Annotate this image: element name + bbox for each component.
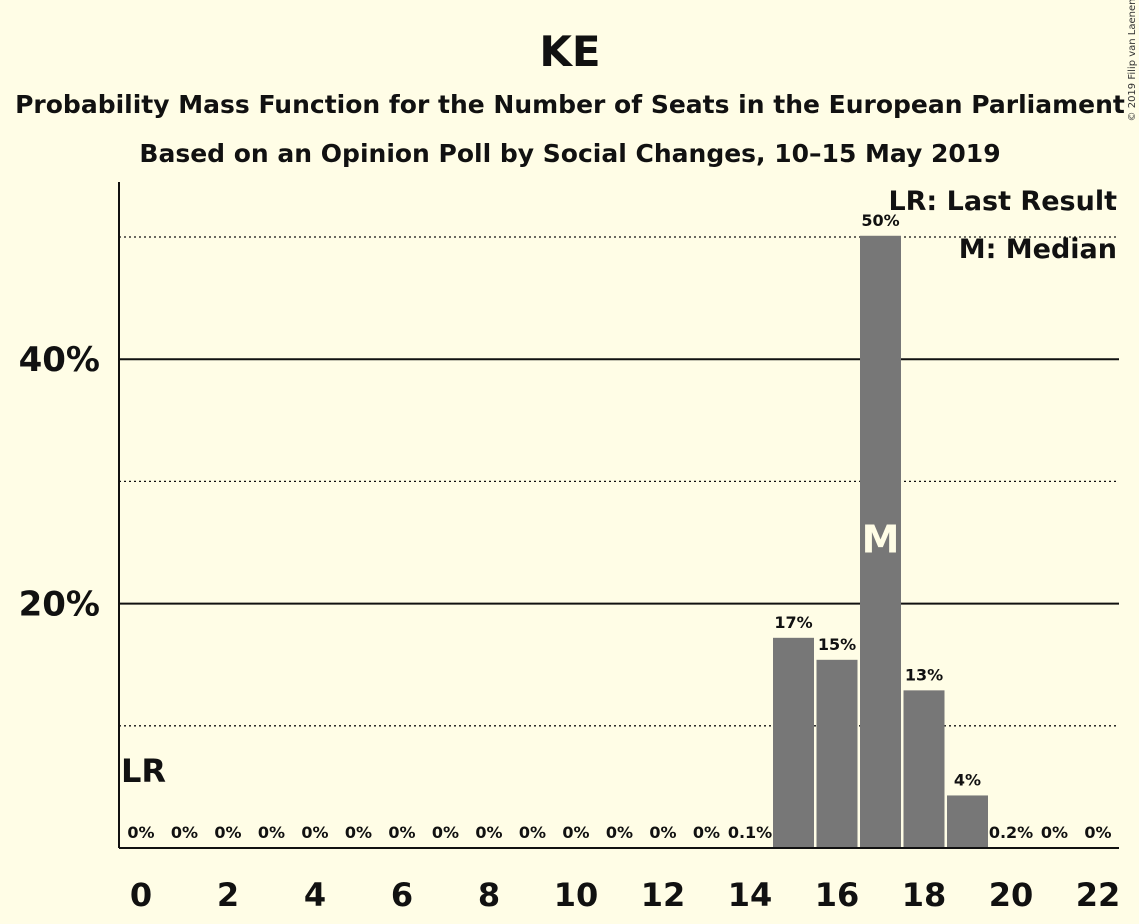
data-labels: 0% 0% 0% 0% 0% 0% 0% 0% 0% 0% 0% 0% 0% 0% 0.1% 17% 15% 50… bbox=[121, 211, 1112, 842]
data-label-9: 0% bbox=[519, 823, 546, 842]
data-label-19: 4% bbox=[954, 770, 981, 789]
copyright-note: © 2019 Filip van Laenen bbox=[1127, 0, 1138, 121]
data-label-6: 0% bbox=[388, 823, 415, 842]
y-tick-20: 20% bbox=[19, 585, 100, 625]
x-tick-6: 6 bbox=[391, 876, 413, 914]
data-label-8: 0% bbox=[475, 823, 502, 842]
bar-17 bbox=[860, 235, 901, 849]
data-label-22: 0% bbox=[1084, 823, 1111, 842]
x-tick-14: 14 bbox=[728, 876, 773, 914]
x-tick-2: 2 bbox=[217, 876, 239, 914]
axes bbox=[118, 182, 1119, 849]
data-label-3: 0% bbox=[258, 823, 285, 842]
legend-median: M: Median bbox=[959, 234, 1117, 265]
x-tick-8: 8 bbox=[478, 876, 500, 914]
data-label-12: 0% bbox=[649, 823, 676, 842]
chart-subtitle: Probability Mass Function for the Number… bbox=[15, 90, 1125, 119]
data-label-15: 17% bbox=[774, 613, 812, 632]
data-label-18: 13% bbox=[905, 665, 943, 684]
data-label-4: 0% bbox=[301, 823, 328, 842]
x-tick-18: 18 bbox=[902, 876, 947, 914]
x-tick-20: 20 bbox=[989, 876, 1034, 914]
data-label-10: 0% bbox=[562, 823, 589, 842]
legend-last-result: LR: Last Result bbox=[888, 186, 1117, 217]
data-label-20: 0.2% bbox=[989, 823, 1033, 842]
data-label-13: 0% bbox=[693, 823, 720, 842]
x-tick-16: 16 bbox=[815, 876, 860, 914]
last-result-marker: LR bbox=[121, 752, 166, 790]
chart-title: KE bbox=[539, 27, 600, 76]
data-label-14: 0.1% bbox=[728, 823, 772, 842]
bar-16 bbox=[816, 659, 858, 848]
x-tick-0: 0 bbox=[130, 876, 152, 914]
data-label-1: 0% bbox=[171, 823, 198, 842]
bar-19 bbox=[947, 795, 988, 848]
chart-subtitle-2: Based on an Opinion Poll by Social Chang… bbox=[139, 139, 1000, 168]
tick-labels: 20% 40% 0 2 4 6 8 10 12 14 16 18 20 22 bbox=[19, 340, 1121, 914]
x-tick-12: 12 bbox=[641, 876, 686, 914]
bar-18 bbox=[903, 690, 945, 848]
data-label-17: 50% bbox=[861, 211, 899, 230]
x-tick-22: 22 bbox=[1076, 876, 1121, 914]
bar-15 bbox=[773, 637, 814, 848]
grid-lines bbox=[119, 236, 1119, 727]
data-label-11: 0% bbox=[606, 823, 633, 842]
data-label-16: 15% bbox=[818, 635, 856, 654]
x-tick-10: 10 bbox=[554, 876, 599, 914]
y-tick-40: 40% bbox=[19, 340, 100, 380]
data-label-2: 0% bbox=[214, 823, 241, 842]
data-label-7: 0% bbox=[432, 823, 459, 842]
data-label-21: 0% bbox=[1041, 823, 1068, 842]
bars bbox=[773, 235, 988, 849]
data-label-0: 0% bbox=[127, 823, 154, 842]
median-marker: M bbox=[862, 517, 900, 561]
data-label-5: 0% bbox=[345, 823, 372, 842]
x-tick-4: 4 bbox=[304, 876, 326, 914]
